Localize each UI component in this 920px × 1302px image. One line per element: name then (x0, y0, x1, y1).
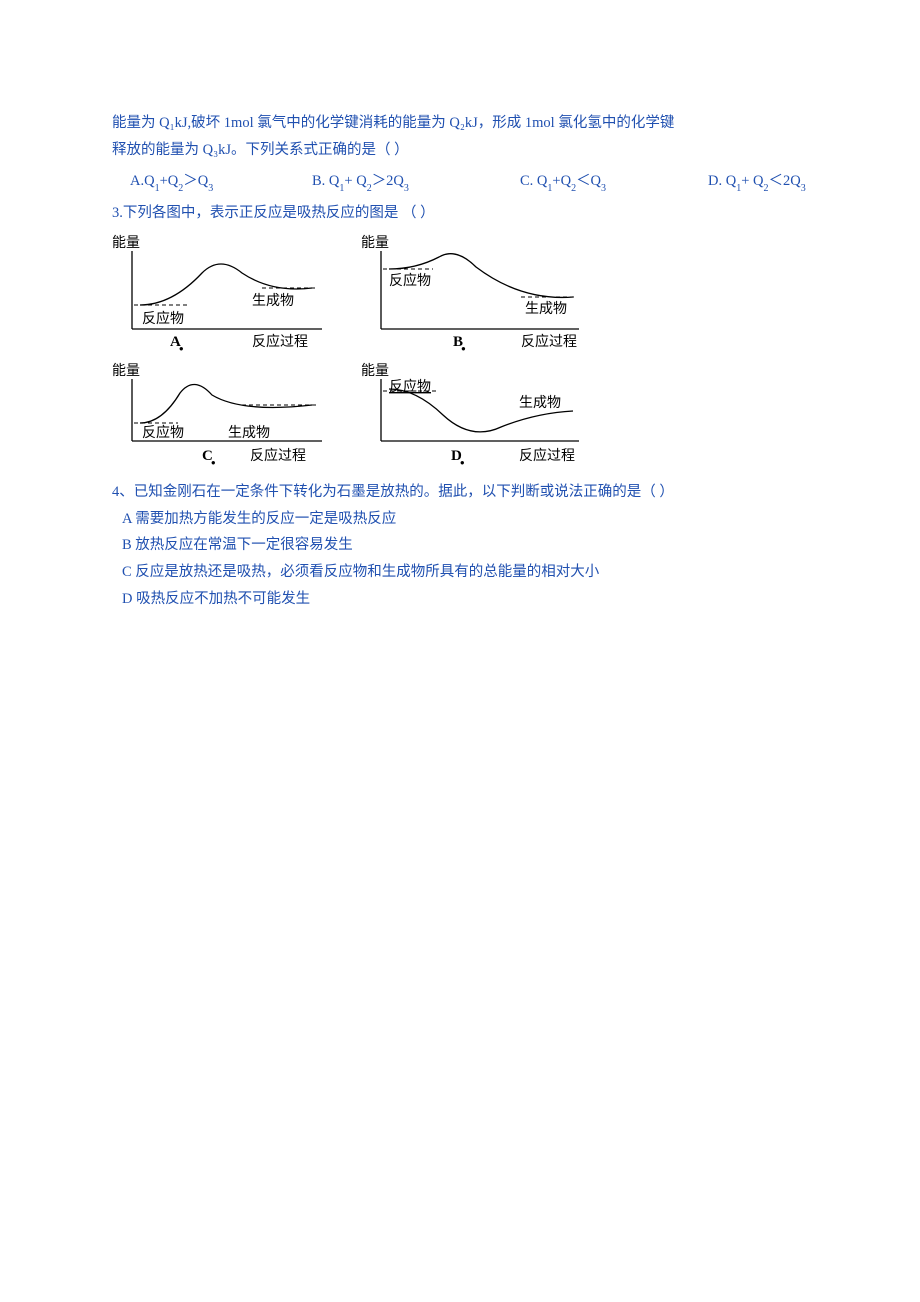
axis-y-label: 能量 (112, 363, 140, 379)
q3-prompt: 3.下列各图中，表示正反应是吸热反应的图是 （ ） (112, 200, 812, 227)
reactant-label: 反应物 (142, 310, 184, 327)
q4-opt-d: D 吸热反应不加热不可能发生 (112, 586, 812, 613)
axis-y-label: 能量 (361, 235, 389, 251)
svg-text:A●: A● (170, 334, 184, 353)
axis-y-label: 能量 (361, 363, 389, 379)
svg-text:D●: D● (451, 448, 465, 467)
q2-line1: 能量为 Q₁kJ,破坏 1mol 氯气中的化学键消耗的能量为 Q₂kJ，形成 1… (112, 110, 812, 137)
q4-prompt: 4、已知金刚石在一定条件下转化为石墨是放热的。据此，以下判断或说法正确的是（ ） (112, 479, 812, 506)
svg-text:B●: B● (453, 334, 466, 353)
q2-line2: 释放的能量为 Q₃kJ。下列关系式正确的是（ ） (112, 137, 812, 164)
reactant-label: 反应物 (142, 424, 184, 441)
q2-opt-c: C. Q1+Q2＜Q3 (520, 168, 708, 196)
reactant-label: 反应物 (389, 378, 431, 395)
q3-diagram-b: 能量 反应物 生成物 B● 反应过程 (361, 233, 596, 353)
q2-opt-b: B. Q1+ Q2＞2Q3 (312, 168, 520, 196)
axis-x-label: 反应过程 (250, 447, 306, 464)
q3-diagram-a: 能量 反应物 生成物 A● 反应过程 (112, 233, 337, 353)
q3-diagrams: 能量 反应物 生成物 A● 反应过程 能量 反应物 生成物 B● 反应过程 (112, 233, 596, 467)
q4-opt-a: A 需要加热方能发生的反应一定是吸热反应 (112, 506, 812, 533)
axis-x-label: 反应过程 (519, 447, 575, 464)
product-label: 生成物 (252, 293, 294, 309)
axis-x-label: 反应过程 (521, 333, 577, 350)
q4-opt-b: B 放热反应在常温下一定很容易发生 (112, 532, 812, 559)
axis-y-label: 能量 (112, 235, 140, 251)
q2-opt-a: A.Q1+Q2＞Q3 (130, 168, 312, 196)
product-label: 生成物 (519, 395, 561, 411)
product-label: 生成物 (228, 425, 270, 441)
q2-options: A.Q1+Q2＞Q3 B. Q1+ Q2＞2Q3 C. Q1+Q2＜Q3 D. … (112, 168, 812, 196)
q3-diagram-d: 能量 反应物 生成物 D● 反应过程 (361, 361, 596, 467)
svg-text:C●: C● (202, 448, 216, 467)
reactant-label: 反应物 (389, 272, 431, 289)
axis-x-label: 反应过程 (252, 333, 308, 350)
q3-diagram-c: 能量 反应物 生成物 C● 反应过程 (112, 361, 337, 467)
q4-opt-c: C 反应是放热还是吸热，必须看反应物和生成物所具有的总能量的相对大小 (112, 559, 812, 586)
q2-opt-d: D. Q1+ Q2＜2Q3 (708, 168, 806, 196)
product-label: 生成物 (525, 301, 567, 317)
